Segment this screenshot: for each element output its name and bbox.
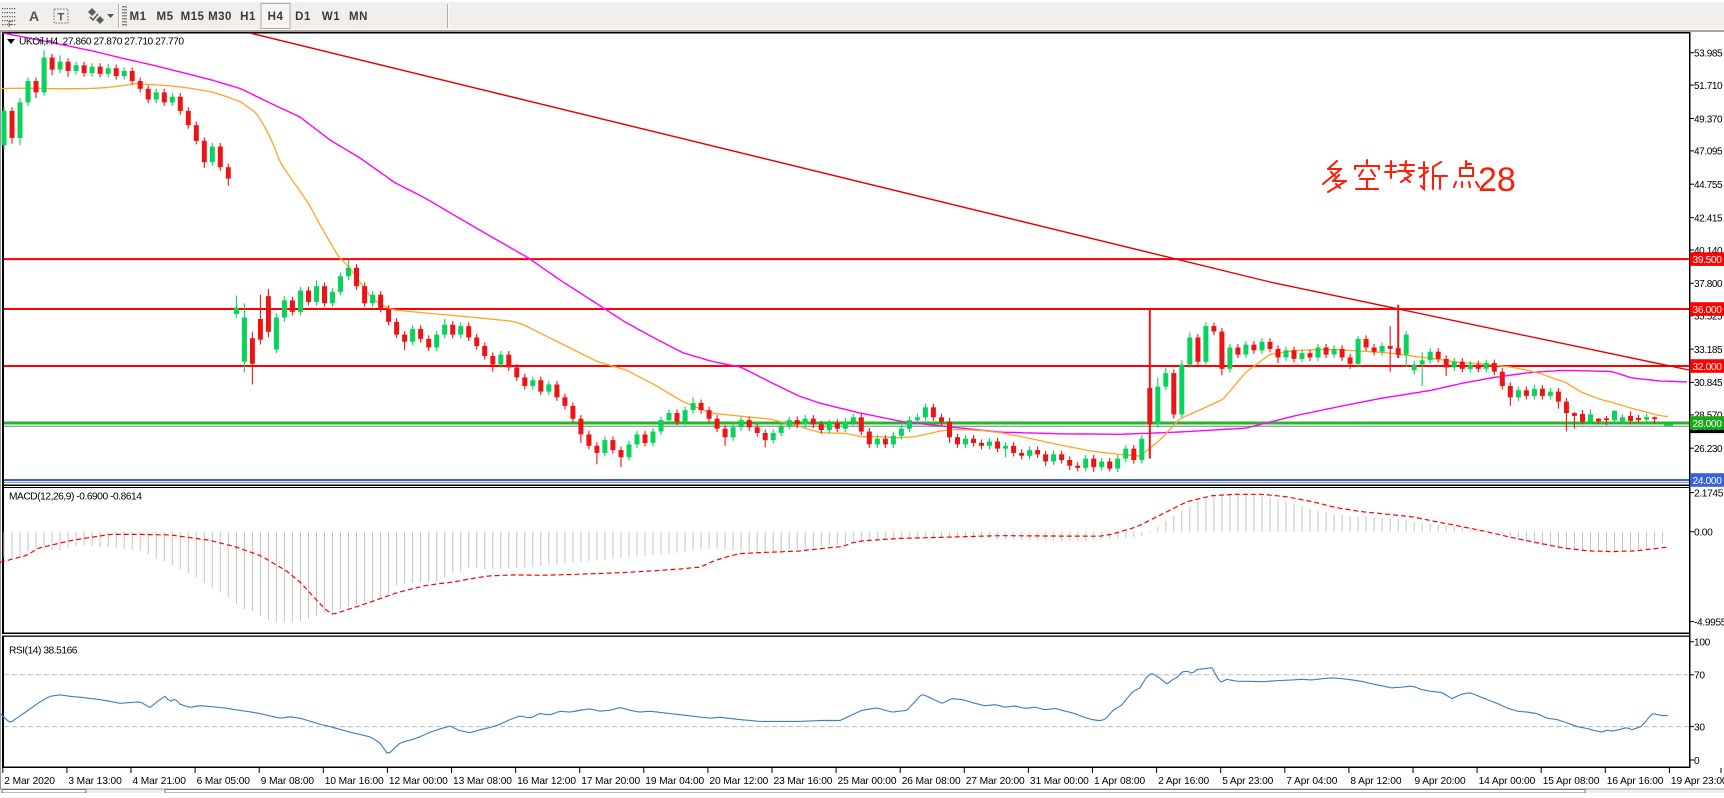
svg-text:A: A — [29, 8, 39, 24]
svg-text:MN: MN — [349, 11, 368, 23]
svg-text:36.000: 36.000 — [1693, 305, 1723, 316]
svg-text:9 Mar 08:00: 9 Mar 08:00 — [261, 776, 315, 787]
svg-text:70: 70 — [1694, 671, 1705, 682]
svg-text:24.000: 24.000 — [1693, 476, 1723, 487]
svg-text:-4.9955: -4.9955 — [1694, 617, 1724, 628]
svg-text:26 Mar 08:00: 26 Mar 08:00 — [902, 776, 961, 787]
svg-text:53.985: 53.985 — [1694, 49, 1723, 60]
svg-text:10 Mar 16:00: 10 Mar 16:00 — [325, 776, 384, 787]
svg-text:T: T — [58, 12, 65, 24]
svg-text:2 Mar 2020: 2 Mar 2020 — [4, 776, 55, 787]
svg-text:31 Mar 00:00: 31 Mar 00:00 — [1030, 776, 1089, 787]
svg-text:RSI(14) 38.5166: RSI(14) 38.5166 — [9, 646, 78, 657]
svg-text:40.140: 40.140 — [1694, 246, 1723, 257]
svg-text:28: 28 — [1478, 161, 1516, 199]
svg-text:25 Mar 00:00: 25 Mar 00:00 — [838, 776, 897, 787]
svg-text:H4: H4 — [268, 11, 284, 23]
svg-text:0: 0 — [1694, 756, 1700, 767]
svg-text:13 Mar 08:00: 13 Mar 08:00 — [453, 776, 512, 787]
svg-text:16 Apr 16:00: 16 Apr 16:00 — [1607, 776, 1664, 787]
svg-text:19 Apr 23:00: 19 Apr 23:00 — [1671, 776, 1724, 787]
svg-text:32.000: 32.000 — [1693, 362, 1723, 373]
svg-text:5 Apr 23:00: 5 Apr 23:00 — [1222, 776, 1273, 787]
svg-text:M5: M5 — [157, 11, 174, 23]
svg-text:30: 30 — [1694, 722, 1705, 733]
svg-text:3 Mar 13:00: 3 Mar 13:00 — [68, 776, 122, 787]
svg-text:28.000: 28.000 — [1693, 419, 1723, 430]
svg-text:D1: D1 — [295, 11, 311, 23]
svg-text:M30: M30 — [208, 11, 232, 23]
svg-text:6 Mar 05:00: 6 Mar 05:00 — [197, 776, 251, 787]
svg-text:W1: W1 — [322, 11, 340, 23]
svg-text:27 Mar 20:00: 27 Mar 20:00 — [966, 776, 1025, 787]
svg-text:4 Mar 21:00: 4 Mar 21:00 — [133, 776, 187, 787]
svg-text:17 Mar 20:00: 17 Mar 20:00 — [581, 776, 640, 787]
svg-text:2 Apr 16:00: 2 Apr 16:00 — [1158, 776, 1209, 787]
svg-text:30.845: 30.845 — [1694, 378, 1723, 389]
svg-text:15 Apr 08:00: 15 Apr 08:00 — [1543, 776, 1600, 787]
svg-text:100: 100 — [1694, 638, 1711, 649]
svg-text:20 Mar 12:00: 20 Mar 12:00 — [709, 776, 768, 787]
svg-text:33.185: 33.185 — [1694, 345, 1723, 356]
svg-text:47.095: 47.095 — [1694, 147, 1723, 158]
svg-text:7 Apr 04:00: 7 Apr 04:00 — [1286, 776, 1337, 787]
svg-text:19 Mar 04:00: 19 Mar 04:00 — [645, 776, 704, 787]
svg-text:42.415: 42.415 — [1694, 213, 1723, 224]
svg-text:37.800: 37.800 — [1694, 279, 1723, 290]
svg-text:16 Mar 12:00: 16 Mar 12:00 — [517, 776, 576, 787]
svg-text:M15: M15 — [181, 11, 205, 23]
svg-text:23 Mar 16:00: 23 Mar 16:00 — [774, 776, 833, 787]
svg-text:F: F — [8, 20, 13, 29]
svg-text:H1: H1 — [240, 11, 256, 23]
svg-text:51.710: 51.710 — [1694, 81, 1723, 92]
svg-text:M1: M1 — [130, 11, 147, 23]
svg-text:44.755: 44.755 — [1694, 180, 1723, 191]
svg-text:39.500: 39.500 — [1693, 255, 1723, 266]
svg-text:8 Apr 12:00: 8 Apr 12:00 — [1350, 776, 1401, 787]
svg-text:1 Apr 08:00: 1 Apr 08:00 — [1094, 776, 1145, 787]
svg-text:49.370: 49.370 — [1694, 114, 1723, 125]
svg-text:0.00: 0.00 — [1694, 528, 1713, 539]
svg-text:9 Apr 20:00: 9 Apr 20:00 — [1415, 776, 1466, 787]
svg-text:12 Mar 00:00: 12 Mar 00:00 — [389, 776, 448, 787]
svg-text:14 Apr 00:00: 14 Apr 00:00 — [1479, 776, 1536, 787]
svg-text:26.230: 26.230 — [1694, 444, 1723, 455]
svg-text:2.1745: 2.1745 — [1694, 488, 1724, 499]
svg-text:UKOil,H4 27.860 27.870 27.710: UKOil,H4 27.860 27.870 27.710 27.770 — [19, 37, 184, 48]
svg-text:MACD(12,26,9) -0.6900 -0.8614: MACD(12,26,9) -0.6900 -0.8614 — [9, 492, 142, 503]
svg-text:35.525: 35.525 — [1694, 312, 1723, 323]
